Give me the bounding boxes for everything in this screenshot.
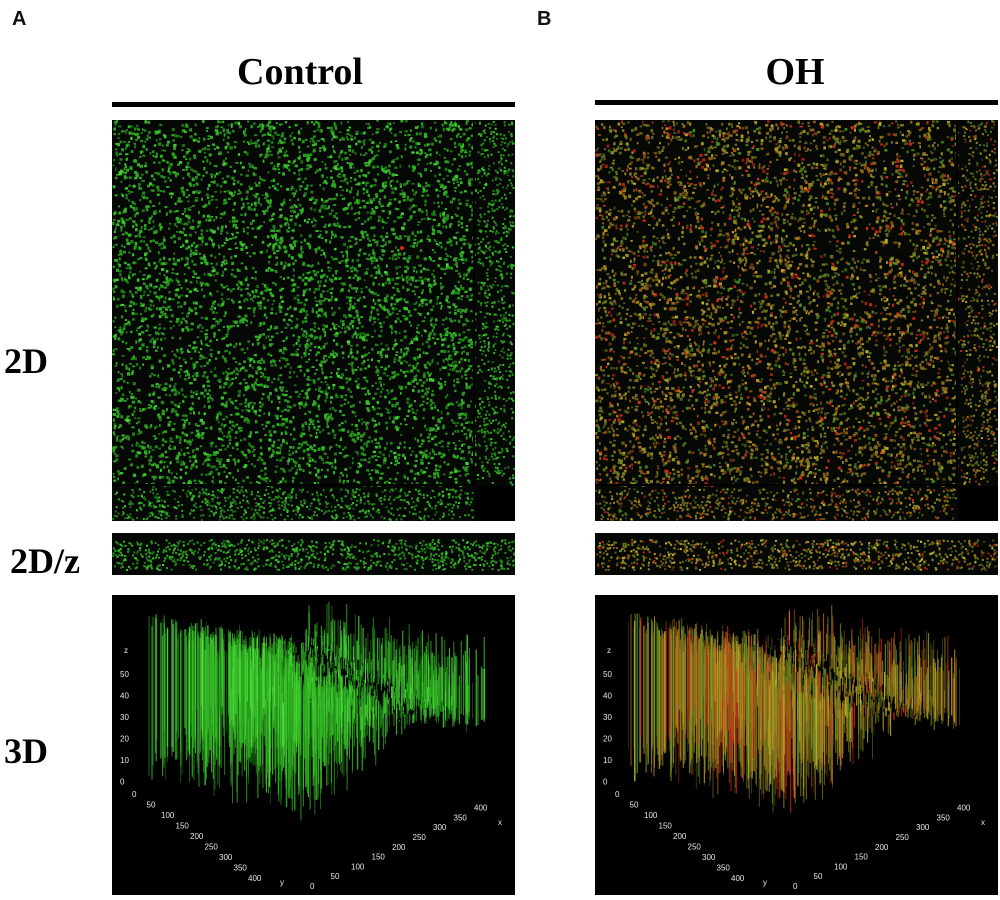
z-tick-label: 40 <box>603 692 612 701</box>
z-tick-label: 20 <box>120 735 129 744</box>
z-tick-label: 0 <box>603 778 608 787</box>
z-tick-label: 10 <box>120 756 129 765</box>
x-tick-label: 100 <box>834 862 848 871</box>
x-tick-label: 350 <box>454 813 468 822</box>
row-label-3d: 3D <box>4 731 48 771</box>
orthogonal-divider-v <box>956 120 958 485</box>
x-tick-label: 200 <box>392 843 406 852</box>
row-label-2d: 2D <box>4 341 48 381</box>
panel-letter-a: A <box>12 8 27 30</box>
y-tick-label: 0 <box>132 790 137 799</box>
y-tick-label: 200 <box>673 832 687 841</box>
orthogonal-divider-h <box>112 484 474 486</box>
y-tick-label: 150 <box>176 822 190 831</box>
y-axis-label: y <box>763 878 767 887</box>
column-rule-control <box>112 102 515 107</box>
oh-3d-plot: z 50 40 30 20 10 0 0 50 100 150 200 250 300 350 400 y 0 50… <box>595 595 998 895</box>
x-tick-label: 150 <box>372 853 386 862</box>
corner-block <box>958 486 998 521</box>
x-tick-label: 200 <box>875 843 889 852</box>
y-tick-label: 200 <box>190 832 204 841</box>
control-3d-plot: z 50 40 30 20 10 0 0 50 100 150 200 250 300 350 400 y 0 50… <box>112 595 515 895</box>
y-tick-label: 350 <box>717 864 731 873</box>
z-stack-layer <box>112 539 515 571</box>
x-tick-label: 100 <box>351 862 365 871</box>
y-axis-label: y <box>280 878 284 887</box>
surface-spikes <box>148 601 486 821</box>
corner-block <box>475 486 515 521</box>
oh-2dz-image <box>595 533 998 575</box>
column-title-control: Control <box>237 51 363 93</box>
x-axis-label: x <box>498 818 502 827</box>
y-tick-label: 50 <box>147 801 156 810</box>
x-axis-label: x <box>981 818 985 827</box>
surface-spikes <box>628 605 961 813</box>
x-tick-label: 50 <box>814 872 823 881</box>
z-tick-label: 50 <box>120 670 129 679</box>
orthogonal-divider-h <box>595 484 957 486</box>
x-tick-label: 300 <box>433 823 447 832</box>
red-cell-marker <box>400 246 404 250</box>
y-tick-label: 50 <box>630 801 639 810</box>
orthogonal-divider-v <box>473 120 475 485</box>
y-tick-label: 300 <box>702 853 716 862</box>
y-tick-label: 100 <box>161 811 175 820</box>
y-tick-label: 250 <box>688 843 702 852</box>
z-tick-label: 0 <box>120 778 125 787</box>
z-tick-label: 30 <box>120 713 129 722</box>
z-stack-layer <box>596 539 998 571</box>
column-rule-oh <box>595 100 998 105</box>
y-tick-label: 300 <box>219 853 233 862</box>
speckle-layer <box>595 120 960 488</box>
z-axis-label: z <box>124 646 128 655</box>
control-2dz-image <box>112 533 515 575</box>
z-axis-label: z <box>607 646 611 655</box>
y-tick-label: 250 <box>205 843 219 852</box>
y-tick-label: 400 <box>731 874 745 883</box>
y-tick-label: 350 <box>234 864 248 873</box>
x-tick-label: 400 <box>474 804 488 813</box>
oh-2d-image <box>595 120 998 521</box>
z-tick-label: 20 <box>603 735 612 744</box>
z-tick-label: 30 <box>603 713 612 722</box>
x-tick-label: 50 <box>331 872 340 881</box>
y-tick-label: 150 <box>659 822 673 831</box>
speckle-layer <box>112 120 477 489</box>
x-tick-label: 400 <box>957 804 971 813</box>
x-tick-label: 350 <box>937 813 951 822</box>
z-tick-label: 50 <box>603 670 612 679</box>
x-tick-label: 300 <box>916 823 930 832</box>
z-tick-label: 40 <box>120 692 129 701</box>
control-2d-image <box>112 120 515 521</box>
x-tick-label: 250 <box>896 833 910 842</box>
side-projection <box>112 121 515 521</box>
x-tick-label: 150 <box>855 853 869 862</box>
column-title-oh: OH <box>765 51 825 93</box>
x-tick-label: 0 <box>310 882 315 891</box>
side-projection <box>595 120 998 521</box>
x-tick-label: 250 <box>413 833 427 842</box>
y-tick-label: 100 <box>644 811 658 820</box>
y-tick-label: 400 <box>248 874 262 883</box>
y-tick-label: 0 <box>615 790 620 799</box>
z-tick-label: 10 <box>603 756 612 765</box>
x-tick-label: 0 <box>793 882 798 891</box>
row-label-2dz: 2D/z <box>10 541 80 581</box>
panel-letter-b: B <box>537 8 552 30</box>
